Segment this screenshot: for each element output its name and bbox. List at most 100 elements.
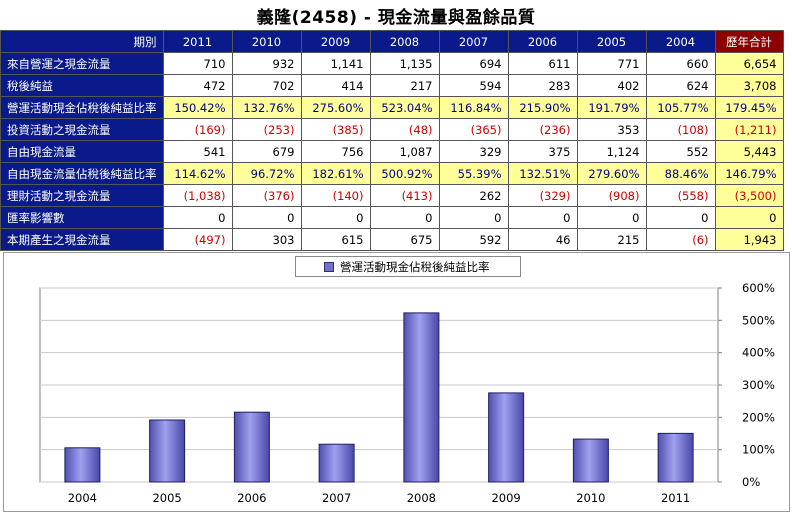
table-cell: 0 [645,206,716,229]
total-cell: 1,943 [714,228,784,251]
table-row: 來自營運之現金流量 710 932 1,141 1,135 694 611 771 660 6,6… [0,52,784,75]
table-cell: 55.39% [438,162,509,185]
year-header: 2010 [231,30,302,53]
table-cell: 96.72% [231,162,302,185]
table-cell: 217 [369,74,440,97]
period-header: 期別 [0,30,164,53]
table-cell: 215 [576,228,647,251]
y-tick-label: 500% [742,313,775,327]
total-cell: 3,708 [714,74,784,97]
cashflow-table: 期別 2011 2010 2009 2008 2007 2006 2005 2004 歷年合計 來自… [0,30,784,251]
table-cell: 114.62% [162,162,233,185]
table-cell: (6) [645,228,716,251]
chart-frame [3,252,790,512]
table-cell: (108) [645,118,716,141]
table-cell: 1,135 [369,52,440,75]
chart-legend: 營運活動現金佔稅後純益比率 [295,256,521,277]
x-tick-label: 2007 [322,491,351,505]
table-cell: 191.79% [576,96,647,119]
year-header: 2007 [438,30,509,53]
bar [149,419,186,483]
row-label: 投資活動之現金流量 [0,118,164,141]
table-cell: 710 [162,52,233,75]
table-row: 理財活動之現金流量 (1,038) (376) (140) (413) 262 (329)(… [0,184,784,207]
table-cell: 592 [438,228,509,251]
x-tick-label: 2004 [68,491,97,505]
row-label: 稅後純益 [0,74,164,97]
table-cell: 552 [645,140,716,163]
table-cell: (376) [231,184,302,207]
table-cell: 594 [438,74,509,97]
table-cell: 88.46% [645,162,716,185]
table-cell: 1,141 [300,52,371,75]
table-cell: 660 [645,52,716,75]
total-cell: 5,443 [714,140,784,163]
table-cell: 679 [231,140,302,163]
x-tick-label: 2005 [152,491,181,505]
table-cell: 150.42% [162,96,233,119]
table-cell: 523.04% [369,96,440,119]
table-cell: 756 [300,140,371,163]
total-cell: 146.79% [714,162,784,185]
table-cell: 624 [645,74,716,97]
table-row: 營運活動現金佔稅後純益比率 150.42% 132.76% 275.60% 523.04… [0,96,784,119]
year-header: 2006 [507,30,578,53]
bar [233,411,270,483]
table-cell: (908) [576,184,647,207]
year-header: 2005 [576,30,647,53]
year-header: 2004 [645,30,716,53]
total-cell: 6,654 [714,52,784,75]
x-tick-label: 2009 [491,491,520,505]
table-row: 匯率影響數 0 0 0 0 0 0 0 0 0 [0,206,784,229]
table-cell: 132.51% [507,162,578,185]
legend-swatch [324,261,334,272]
table-cell: (329) [507,184,578,207]
bar [318,443,355,483]
table-row: 自由現金流量佔稅後純益比率 114.62% 96.72% 182.61% 500.92%… [0,162,784,185]
table-cell: (558) [645,184,716,207]
table-cell: 402 [576,74,647,97]
table-cell: 283 [507,74,578,97]
bar [657,432,694,483]
row-label: 來自營運之現金流量 [0,52,164,75]
table-cell: 611 [507,52,578,75]
year-header: 2008 [369,30,440,53]
page-title: 義隆(2458) - 現金流量與盈餘品質 [256,8,536,28]
table-cell: (1,038) [162,184,233,207]
y-tick-label: 300% [742,378,775,392]
table-cell: 132.76% [231,96,302,119]
table-cell: (48) [369,118,440,141]
table-cell: 353 [576,118,647,141]
legend-label: 營運活動現金佔稅後純益比率 [340,259,490,274]
y-tick-label: 200% [742,410,775,424]
x-tick-label: 2011 [661,491,690,505]
table-cell: (497) [162,228,233,251]
table-cell: 303 [231,228,302,251]
y-tick-label: 600% [742,281,775,295]
table-cell: (385) [300,118,371,141]
table-row: 稅後純益 472 702 414 217 594 283 402 624 3,708 [0,74,784,97]
table-cell: (413) [369,184,440,207]
table-cell: 0 [300,206,371,229]
bar [488,392,525,483]
x-tick-label: 2008 [407,491,436,505]
y-tick-label: 0% [742,475,760,489]
row-label: 本期產生之現金流量 [0,228,164,251]
table-cell: 215.90% [507,96,578,119]
table-cell: 105.77% [645,96,716,119]
table-row: 本期產生之現金流量 (497) 303 615 675 592 46 215 (6) 1,943 [0,228,784,251]
table-cell: (169) [162,118,233,141]
x-tick-label: 2010 [576,491,605,505]
row-label: 自由現金流量佔稅後純益比率 [0,162,164,185]
total-cell: (3,500) [714,184,784,207]
table-cell: 0 [162,206,233,229]
x-tick-label: 2006 [237,491,266,505]
table-cell: 500.92% [369,162,440,185]
row-label: 自由現金流量 [0,140,164,163]
table-cell: 675 [369,228,440,251]
bar [64,447,101,483]
total-cell: (1,211) [714,118,784,141]
y-tick-label: 100% [742,443,775,457]
bar [572,438,609,483]
